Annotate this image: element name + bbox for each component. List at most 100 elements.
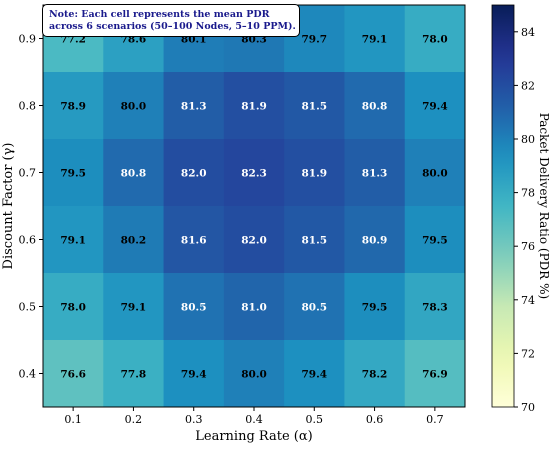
cell-value-label: 79.1 — [60, 235, 86, 247]
cell-value-label: 79.1 — [362, 34, 388, 46]
cell-value-label: 81.0 — [241, 302, 267, 314]
colorbar-ticks: 70 72 74 76 78 80 82 84 — [514, 26, 535, 414]
axes: 0.1 0.2 0.3 0.4 0.5 0.6 0.7 0.9 0.8 0.7 0.6 0.5 0.4 — [19, 33, 444, 427]
cell-value-label: 79.5 — [362, 302, 388, 314]
cell-value-label: 81.5 — [301, 101, 327, 113]
heatmap-cell — [163, 139, 225, 207]
colorbar-tick-label: 72 — [521, 347, 535, 360]
heatmap-cell — [344, 139, 406, 207]
x-tick-label: 0.6 — [366, 413, 384, 426]
cell-value-label: 81.5 — [301, 235, 327, 247]
cell-value-label: 81.3 — [362, 168, 388, 180]
heatmap-cell — [103, 273, 165, 341]
x-tick-label: 0.4 — [245, 413, 263, 426]
heatmap-cell — [103, 206, 165, 274]
cell-value-label: 79.7 — [301, 34, 327, 46]
heatmap-cell — [344, 340, 406, 408]
y-tick-label: 0.9 — [19, 33, 37, 46]
x-axis-label: Learning Rate (α) — [195, 429, 312, 444]
cell-value-label: 77.8 — [121, 369, 147, 381]
cell-value-label: 80.8 — [121, 168, 147, 180]
x-tick-label: 0.7 — [426, 413, 444, 426]
heatmap-cell — [404, 206, 466, 274]
cell-value-label: 78.3 — [422, 302, 448, 314]
colorbar-tick-label: 76 — [521, 240, 535, 253]
cell-value-label: 81.6 — [181, 235, 207, 247]
cell-value-label: 76.6 — [60, 369, 86, 381]
x-tick-label: 0.5 — [306, 413, 324, 426]
y-tick-label: 0.8 — [19, 100, 37, 113]
heatmap-cell — [223, 139, 285, 207]
heatmap-cell — [223, 340, 285, 408]
heatmap-cell — [223, 72, 285, 140]
cell-value-label: 80.8 — [362, 101, 388, 113]
heatmap-cell — [223, 273, 285, 341]
heatmap-cell — [284, 72, 345, 140]
heatmap-cell — [43, 72, 104, 140]
cell-value-label: 78.9 — [60, 101, 86, 113]
colorbar-tick-label: 84 — [521, 26, 535, 39]
cell-value-label: 79.1 — [121, 302, 147, 314]
heatmap-cell — [344, 5, 406, 73]
cell-value-label: 80.5 — [301, 302, 327, 314]
heatmap-cell — [163, 340, 225, 408]
y-tick-label: 0.7 — [19, 167, 37, 180]
heatmap-cell — [43, 139, 104, 207]
x-tick-label: 0.2 — [125, 413, 143, 426]
cell-value-label: 79.5 — [422, 235, 448, 247]
x-tick-label: 0.1 — [64, 413, 82, 426]
cell-value-label: 80.0 — [121, 101, 147, 113]
heatmap-cell — [284, 273, 345, 341]
heatmap-cell — [43, 206, 104, 274]
annotation-note: Note: Each cell represents the mean PDR … — [42, 4, 300, 37]
cell-value-label: 81.3 — [181, 101, 207, 113]
annotation-line-1: Note: Each cell represents the mean PDR — [49, 9, 270, 20]
y-tick-label: 0.4 — [19, 368, 37, 381]
x-tick-label: 0.3 — [185, 413, 203, 426]
colorbar-label: Packet Delivery Ratio (PDR %) — [537, 113, 550, 300]
heatmap-cell — [404, 273, 466, 341]
cell-value-label: 82.0 — [241, 235, 267, 247]
heatmap-cell — [344, 72, 406, 140]
heatmap-cell — [103, 340, 165, 408]
annotation-line-2: across 6 scenarios (50–100 Nodes, 5–10 P… — [49, 20, 296, 32]
heatmap-cell — [284, 139, 345, 207]
heatmap-cell — [43, 273, 104, 341]
cell-value-label: 80.0 — [241, 369, 267, 381]
colorbar-tick-label: 82 — [521, 79, 535, 92]
heatmap-cell — [404, 5, 466, 73]
cell-value-label: 80.5 — [181, 302, 207, 314]
heatmap-cell — [344, 206, 406, 274]
heatmap-cell — [404, 340, 466, 408]
y-tick-label: 0.5 — [19, 301, 37, 314]
cell-value-label: 79.4 — [181, 369, 207, 381]
cell-value-label: 81.9 — [301, 168, 327, 180]
y-axis-label: Discount Factor (γ) — [1, 143, 16, 270]
heatmap-cell — [344, 273, 406, 341]
colorbar-tick-label: 80 — [521, 133, 535, 146]
heatmap-cell — [284, 206, 345, 274]
cell-value-label: 79.4 — [422, 101, 448, 113]
colorbar — [491, 4, 515, 408]
cell-value-label: 78.0 — [60, 302, 86, 314]
cell-value-label: 79.5 — [60, 168, 86, 180]
cell-value-label: 76.9 — [422, 369, 448, 381]
y-tick-label: 0.6 — [19, 234, 37, 247]
heatmap-cell — [284, 340, 345, 408]
cell-value-label: 80.0 — [422, 168, 448, 180]
heatmap-cell — [43, 340, 104, 408]
cell-value-label: 80.2 — [121, 235, 147, 247]
cell-value-label: 82.0 — [181, 168, 207, 180]
heatmap-cell — [103, 139, 165, 207]
cell-value-label: 80.9 — [362, 235, 388, 247]
heatmap-cell — [163, 273, 225, 341]
cell-value-label: 79.4 — [301, 369, 327, 381]
cell-value-label: 81.9 — [241, 101, 267, 113]
heatmap-cell — [404, 72, 466, 140]
cell-value-label: 78.0 — [422, 34, 448, 46]
colorbar-tick-label: 78 — [521, 187, 535, 200]
heatmap-cell — [163, 206, 225, 274]
cell-value-label: 82.3 — [241, 168, 267, 180]
